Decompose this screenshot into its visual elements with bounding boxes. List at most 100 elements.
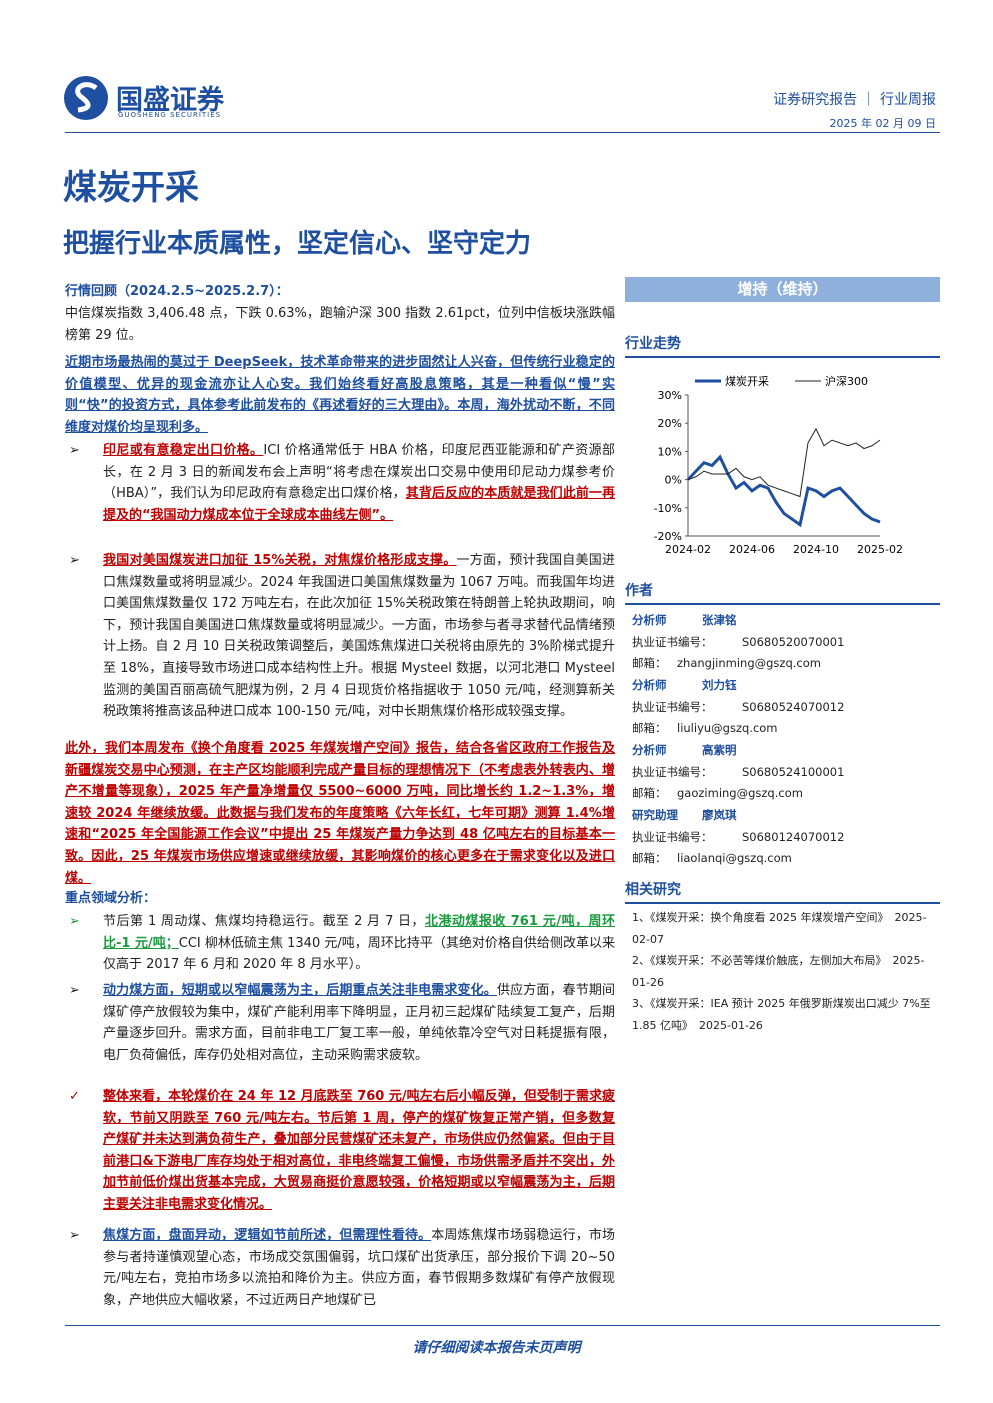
author-name-row: 研究助理 廖岚琪 <box>632 807 737 823</box>
x-tick-label: 2024-02 <box>665 543 711 556</box>
title: 煤炭开采 <box>63 168 199 208</box>
run: ICI 价格通常低于 HBA 价格，印度尼西亚能源和矿产资源部长，在 2 月 3… <box>103 443 615 502</box>
author-name-row: 分析师 张津铭 <box>632 612 737 628</box>
supply: 此外，我们本周发布《换个角度看 2025 年煤炭增产空间》报告，结合各省区政府工… <box>65 741 615 886</box>
focus-heading: 重点领域分析： <box>65 891 157 906</box>
header-rule <box>65 132 940 133</box>
legend-label: 沪深300 <box>825 374 868 388</box>
logo <box>64 76 108 120</box>
cert-label: 执业证书编号： <box>632 635 713 649</box>
author-name: 张津铭 <box>702 613 737 627</box>
email: gaoziming@gszq.com <box>677 786 803 800</box>
author-cert: 执业证书编号： S0680524100001 <box>632 764 844 780</box>
review: 中信煤炭指数 3,406.48 点，下跌 0.63%，跑输沪深 300 指数 2… <box>65 306 615 343</box>
author-email: 邮箱： liuliyu@gszq.com <box>632 720 778 736</box>
cert-label: 执业证书编号： <box>632 830 713 844</box>
y-tick-label: 30% <box>658 389 682 402</box>
trend-heading: 行业走势 <box>625 333 940 358</box>
bullet-2: ➢ 我国对美国煤炭进口加征 15%关税，对焦煤价格形成支撑。一方面，预计我国自美国… <box>69 553 615 720</box>
company-en: GUOSHENG SECURITIES <box>118 111 222 119</box>
legend-label: 煤炭开采 <box>725 375 769 388</box>
author-cert: 执业证书编号： S0680520070001 <box>632 634 844 650</box>
y-tick-label: 20% <box>658 417 682 430</box>
run: 本周炼焦煤市场弱稳运行，市场参与者持谨慎观望心态，市场成交氛围偏弱，坑口煤矿出货… <box>103 1228 615 1308</box>
y-tick-label: -10% <box>654 502 682 515</box>
email: zhangjinming@gszq.com <box>677 656 821 670</box>
author-name: 廖岚琪 <box>702 808 737 822</box>
bullet-5: ✓ 整体来看，本轮煤价在 24 年 12 月底跌至 760 元/吨左右后小幅反弹，… <box>69 1089 615 1212</box>
author-name-row: 分析师 高紫明 <box>632 742 737 758</box>
cert: S0680524070012 <box>742 700 845 714</box>
run: 供应方面，春节期间煤矿停产放假较为集中，煤矿产能利用率下降明显，正月初三起煤矿陆… <box>103 983 615 1063</box>
related-heading: 相关研究 <box>625 879 940 904</box>
bullet-4: ➢ 动力煤方面，短期或以窄幅震荡为主，后期重点关注非电需求变化。供应方面，春节期间… <box>69 983 615 1063</box>
rating: 增持（维持） <box>625 277 940 302</box>
author-email: 邮箱： zhangjinming@gszq.com <box>632 655 821 671</box>
review-heading: 行情回顾（2024.2.5~2025.2.7）： <box>65 284 289 299</box>
related-title: 3、《煤炭开采：IEA 预计 2025 年俄罗斯煤炭出口减少 7%至 1.85 … <box>632 997 931 1032</box>
run: 整体来看，本轮煤价在 24 年 12 月底跌至 760 元/吨左右后小幅反弹，但… <box>103 1089 615 1212</box>
related-date: 2025-01-26 <box>699 1018 763 1032</box>
subtitle: 把握行业本质属性，坚定信心、坚守定力 <box>63 229 532 259</box>
run: 我国对美国煤炭进口加征 15%关税，对焦煤价格形成支撑。 <box>103 553 457 568</box>
run: 动力煤方面，短期或以窄幅震荡为主，后期重点关注非电需求变化。 <box>103 983 497 998</box>
chart: 30% 20% 10% 0% -10% -20%2024-02 2024-06 2024-10… <box>654 374 903 556</box>
email-label: 邮箱： <box>632 786 667 800</box>
author-email: 邮箱： gaoziming@gszq.com <box>632 785 803 801</box>
x-tick-label: 2024-06 <box>729 543 775 556</box>
author-cert: 执业证书编号： S0680124070012 <box>632 829 844 845</box>
author-heading: 作者 <box>625 580 940 605</box>
x-tick-label: 2025-02 <box>857 543 903 556</box>
author-role: 分析师 <box>632 678 667 692</box>
related-list: 1、《煤炭开采：换个角度看 2025 年煤炭增产空间》 2025-02-07 2、《… <box>632 907 937 1036</box>
company: 国盛证券 <box>116 85 224 116</box>
run: 其背后反应的本质就是我们此前一再提及的“我国动力煤成本位于全球成本曲线左侧”。 <box>103 486 615 523</box>
related-item: 2、《煤炭开采：不必苦等煤价触底，左侧加大布局》 2025-01-26 <box>632 950 937 993</box>
cert-label: 执业证书编号： <box>632 765 713 779</box>
author-name: 高紫明 <box>702 743 737 757</box>
cert: S0680524100001 <box>742 765 845 779</box>
run: 北港动煤报收 761 元/吨，周环比-1 元/吨； <box>103 914 616 951</box>
intro: 近期市场最热闹的莫过于 DeepSeek，技术革命带来的进步固然让人兴奋，但传统… <box>65 355 615 435</box>
email: liuliyu@gszq.com <box>677 721 778 735</box>
author-role: 分析师 <box>632 743 667 757</box>
cert-label: 执业证书编号： <box>632 700 713 714</box>
footer: 请仔细阅读本报告末页声明 <box>412 1340 581 1356</box>
y-tick-label: -20% <box>654 530 682 543</box>
related-title: 2、《煤炭开采：不必苦等煤价触底，左侧加大布局》 <box>632 954 887 967</box>
author-name-row: 分析师 刘力钰 <box>632 677 737 693</box>
author-name: 刘力钰 <box>702 678 737 692</box>
series-line <box>686 454 881 528</box>
report-type: 证券研究报告 ｜ 行业周报 <box>773 92 936 108</box>
run: 节后第 1 周动煤、焦煤均持稳运行。截至 2 月 7 日， <box>103 914 425 929</box>
cert: S0680124070012 <box>742 830 845 844</box>
author-role: 分析师 <box>632 613 667 627</box>
date: 2025 年 02 月 09 日 <box>829 117 936 130</box>
x-tick-label: 2024-10 <box>793 543 839 556</box>
email: liaolanqi@gszq.com <box>677 851 792 865</box>
author-email: 邮箱： liaolanqi@gszq.com <box>632 850 792 866</box>
y-tick-label: 10% <box>658 445 682 458</box>
bullet-6: ➢ 焦煤方面，盘面异动，逻辑如节前所述，但需理性看待。本周炼焦煤市场弱稳运行，市场… <box>69 1228 615 1308</box>
bullet-1: ➢ 印尼或有意稳定出口价格。ICI 价格通常低于 HBA 价格，印度尼西亚能源和矿… <box>69 443 615 523</box>
run: 焦煤方面，盘面异动，逻辑如节前所述，但需理性看待。 <box>103 1228 432 1243</box>
related-date: 2025-02-07 <box>632 911 927 946</box>
run: 一方面，预计我国自美国进口焦煤数量或将明显减少。2024 年我国进口美国焦煤数量… <box>103 553 615 720</box>
author-cert: 执业证书编号： S0680524070012 <box>632 699 844 715</box>
series-line <box>687 427 881 498</box>
bullet-3: ➢ 节后第 1 周动煤、焦煤均持稳运行。截至 2 月 7 日，北港动煤报收 761… <box>69 914 616 973</box>
cert: S0680520070001 <box>742 635 845 649</box>
related-date: 2025-01-26 <box>632 954 925 989</box>
run: 印尼或有意稳定出口价格。 <box>103 443 264 458</box>
related-item: 3、《煤炭开采：IEA 预计 2025 年俄罗斯煤炭出口减少 7%至 1.85 … <box>632 993 937 1036</box>
author-role: 研究助理 <box>632 808 678 822</box>
email-label: 邮箱： <box>632 656 667 670</box>
related-title: 1、《煤炭开采：换个角度看 2025 年煤炭增产空间》 <box>632 911 889 924</box>
footer-rule <box>65 1325 940 1326</box>
y-tick-label: 0% <box>665 474 682 487</box>
email-label: 邮箱： <box>632 721 667 735</box>
run: CCI 柳林低硫主焦 1340 元/吨，周环比持平（其绝对价格自供给侧改革以来仅… <box>103 935 615 973</box>
related-item: 1、《煤炭开采：换个角度看 2025 年煤炭增产空间》 2025-02-07 <box>632 907 937 950</box>
email-label: 邮箱： <box>632 851 667 865</box>
